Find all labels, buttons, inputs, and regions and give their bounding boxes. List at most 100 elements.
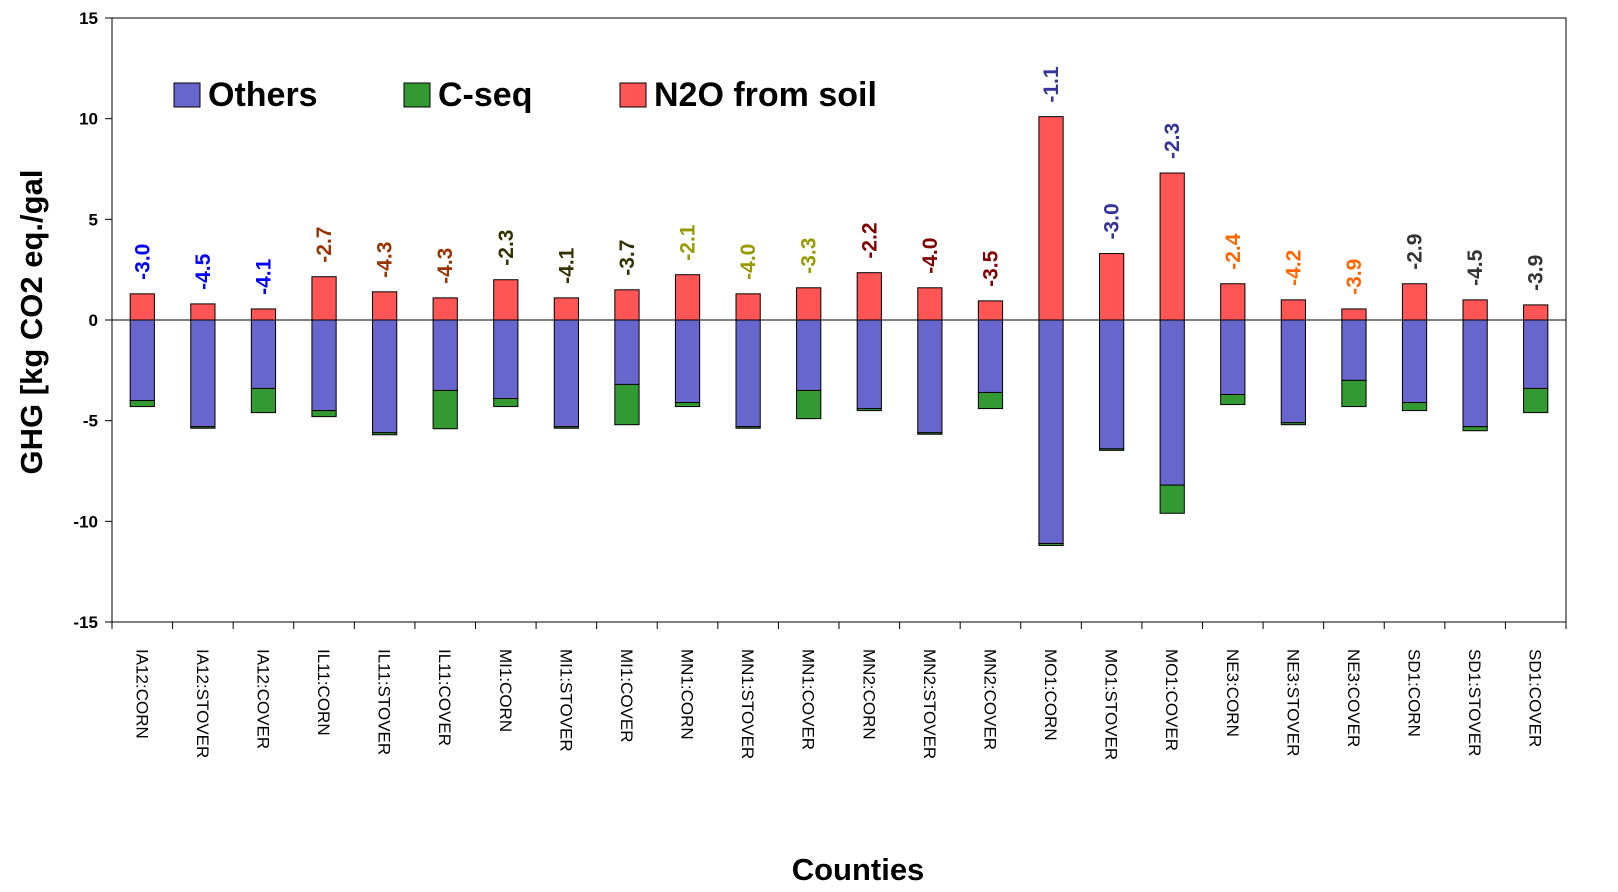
x-tick-label: SD1:COVER (1526, 649, 1545, 747)
x-tick-labels: IA12:CORN IA12:STOVER IA12:COVER IL11:CORN I… (132, 649, 1544, 760)
net-value-label: -3.9 (1525, 255, 1548, 291)
bar-c-seq (553, 426, 579, 429)
bar-others (1341, 319, 1367, 381)
bar-c-seq (614, 383, 640, 426)
x-tick-label: MO1:CORN (1041, 649, 1060, 741)
x-tick-label: MN1:CORN (678, 649, 697, 740)
bar-n2o (977, 300, 1004, 321)
bar-c-seq (856, 408, 882, 412)
net-value-label: -4.5 (192, 253, 215, 290)
bar-c-seq (735, 426, 761, 429)
bar-c-seq (432, 389, 458, 430)
net-value-label: -4.0 (919, 238, 942, 274)
legend-swatch (403, 82, 431, 108)
bar-others (856, 319, 882, 410)
x-tick-label: IL11:STOVER (375, 649, 394, 755)
y-axis-title: GHG [kg CO2 eq./gal (14, 170, 49, 475)
bar-others (1462, 319, 1488, 428)
x-tick-label: MO1:COVER (1162, 649, 1181, 751)
bar-n2o (311, 276, 337, 321)
bar-others (674, 319, 701, 404)
y-tick-label: -10 (73, 512, 98, 531)
net-value-label: -3.3 (798, 238, 821, 274)
net-value-label: -4.0 (737, 244, 760, 280)
net-value-label: -2.1 (677, 224, 700, 261)
bar-others (311, 319, 337, 412)
bar-others (796, 319, 822, 391)
x-tick-label: IL11:COVER (435, 649, 454, 746)
bar-c-seq (1099, 448, 1125, 451)
bar-c-seq (129, 400, 155, 408)
bar-others (493, 319, 519, 400)
net-labels: -3.0 -4.5 -4.1 -2.7 -4.3 -4.3 -2.3 -4.1 -3.7 -2.1… (131, 66, 1547, 295)
net-value-label: -3.5 (979, 250, 1002, 287)
net-value-label: -2.4 (1222, 233, 1245, 270)
legend-label: Others (208, 76, 318, 114)
bar-c-seq (1280, 422, 1306, 426)
axes: 15 10 5 0 -5 -10 -15 (73, 9, 1567, 632)
bar-n2o (250, 308, 277, 321)
bar-c-seq (250, 387, 277, 414)
legend-label: C-seq (438, 76, 532, 114)
x-tick-label: IA12:CORN (132, 649, 151, 739)
x-tick-label: MI1:CORN (496, 649, 515, 732)
bar-c-seq (917, 432, 943, 435)
bar-n2o (1159, 172, 1185, 321)
bar-others (1038, 319, 1064, 544)
y-tick-label: 5 (89, 210, 98, 229)
net-value-label: -4.3 (434, 248, 457, 284)
bar-n2o (1280, 299, 1306, 321)
net-value-label: -4.2 (1282, 250, 1305, 286)
bar-n2o (129, 293, 155, 321)
bar-n2o (432, 297, 458, 321)
x-tick-label: MI1:STOVER (556, 649, 575, 752)
x-tick-label: SD1:CORN (1405, 649, 1424, 737)
net-value-label: -1.1 (1040, 66, 1063, 103)
y-tick-label: 10 (79, 110, 98, 129)
bar-c-seq (674, 402, 701, 408)
bar-c-seq (977, 391, 1004, 410)
bar-c-seq (493, 398, 519, 408)
net-value-label: -3.0 (1101, 203, 1124, 239)
bar-c-seq (1462, 426, 1488, 432)
legend: Others C-seq N2O from soil (173, 76, 877, 114)
x-tick-label: NE3:COVER (1344, 649, 1363, 747)
bar-c-seq (1341, 379, 1367, 408)
net-value-label: -4.1 (252, 258, 275, 295)
net-value-label: -3.0 (131, 244, 154, 280)
bar-others (614, 319, 640, 385)
net-value-label: -2.3 (495, 230, 518, 266)
x-tick-label: SD1:STOVER (1465, 649, 1484, 756)
net-value-label: -3.9 (1343, 259, 1366, 295)
bar-others (917, 319, 943, 434)
bar-n2o (1523, 304, 1549, 321)
net-value-label: -2.9 (1404, 234, 1427, 270)
net-value-label: -4.1 (555, 247, 578, 284)
legend-label: N2O from soil (654, 76, 877, 114)
bar-others (129, 319, 155, 402)
bar-c-seq (311, 410, 337, 418)
x-tick-label: MN2:STOVER (920, 649, 939, 759)
x-axis-title: Counties (792, 852, 925, 887)
bar-n2o (674, 274, 701, 321)
bar-c-seq (1159, 484, 1185, 514)
x-tick-label: MN1:STOVER (738, 649, 757, 759)
x-tick-label: MN2:CORN (859, 649, 878, 740)
bar-others (190, 319, 216, 428)
net-value-label: -2.7 (313, 227, 336, 263)
bar-n2o (856, 272, 882, 321)
bar-c-seq (1523, 387, 1549, 414)
bar-others (1159, 319, 1185, 486)
legend-swatch (173, 82, 201, 108)
bar-c-seq (1038, 542, 1064, 546)
x-tick-label: IA12:COVER (253, 649, 272, 749)
x-tick-label: MO1:STOVER (1102, 649, 1121, 760)
bar-n2o (1341, 308, 1367, 321)
bar-c-seq (796, 389, 822, 420)
bar-n2o (493, 279, 519, 321)
bar-n2o (1220, 283, 1246, 321)
bar-n2o (1038, 116, 1064, 321)
bar-n2o (796, 287, 822, 321)
net-value-label: -4.3 (374, 242, 397, 278)
